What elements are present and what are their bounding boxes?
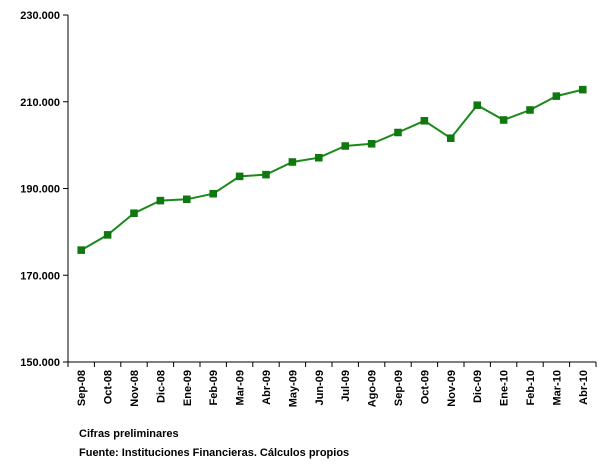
x-tick-label: Dic-09	[472, 370, 484, 403]
x-axis-ticks: Sep-08 Oct-08 Nov-08 Dic-08 Ene-09 Feb-09 Mar-…	[67, 362, 597, 407]
data-point	[447, 134, 455, 142]
x-tick-label: Mar-09	[235, 370, 247, 405]
data-point	[420, 117, 429, 125]
x-tick-label: Ene-09	[182, 370, 194, 406]
source-note: Fuente: Instituciones Financieras. Cálcu…	[79, 447, 350, 459]
x-tick-label: Jul-09	[340, 370, 352, 402]
data-point	[288, 158, 297, 166]
x-tick-label: Nov-09	[446, 370, 458, 407]
preliminary-note: Cifras preliminares	[79, 428, 179, 440]
x-tick-label: Feb-10	[525, 370, 537, 405]
x-tick-label: Jun-09	[314, 370, 326, 405]
data-point	[394, 128, 402, 137]
x-tick-label: May-09	[287, 370, 299, 407]
data-point	[499, 116, 508, 124]
data-point	[341, 142, 349, 150]
data-point	[367, 140, 376, 148]
x-tick-label: Oct-09	[419, 370, 431, 404]
series-group	[77, 85, 587, 254]
y-tick-label: 210.000	[20, 97, 60, 109]
x-tick-label: Oct-08	[103, 370, 115, 404]
y-tick-label: 150.000	[20, 357, 60, 369]
x-tick-label: Ene-10	[499, 370, 511, 406]
data-point	[156, 196, 165, 205]
data-point	[183, 195, 191, 204]
y-tick-label: 230.000	[20, 10, 60, 22]
y-tick-label: 190.000	[20, 184, 60, 196]
y-axis-ticks: 150.000 170.000 190.000 210.000 230.000	[20, 10, 68, 369]
series-line	[80, 88, 584, 251]
x-tick-label: Sep-08	[76, 370, 88, 406]
x-tick-label: Nov-08	[129, 370, 141, 407]
x-tick-label: Feb-09	[208, 370, 220, 405]
data-point	[315, 153, 323, 162]
x-tick-label: Abr-10	[578, 370, 590, 405]
data-point	[77, 246, 85, 254]
y-tick-label: 170.000	[20, 270, 60, 282]
axes	[67, 15, 596, 363]
data-point	[262, 170, 270, 179]
x-tick-label: Ago-09	[367, 370, 379, 407]
x-tick-label: Mar-10	[551, 370, 563, 405]
data-point	[579, 85, 587, 94]
data-point	[526, 106, 534, 114]
data-point	[473, 101, 481, 109]
data-point	[235, 172, 244, 181]
x-tick-label: Abr-09	[261, 370, 273, 405]
x-tick-label: Sep-09	[393, 370, 405, 406]
data-point	[103, 231, 112, 239]
x-tick-label: Dic-08	[155, 370, 167, 403]
data-point	[130, 209, 138, 217]
data-point	[209, 189, 217, 198]
data-point	[552, 92, 561, 100]
